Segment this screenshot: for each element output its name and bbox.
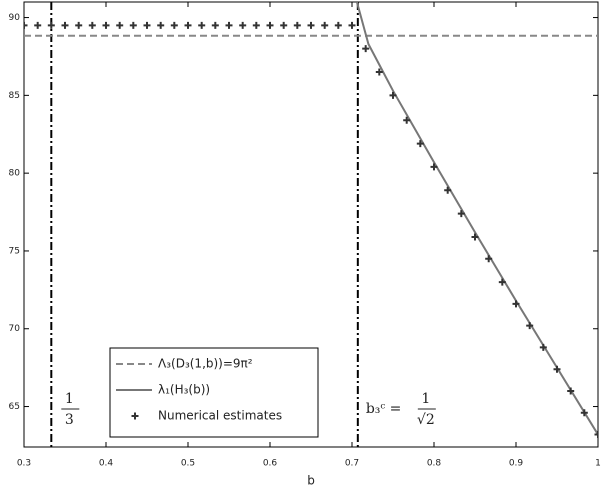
marker — [457, 210, 465, 218]
marker — [211, 21, 219, 29]
marker — [471, 233, 479, 241]
marker — [375, 68, 383, 76]
marker — [389, 91, 397, 99]
legend-box — [109, 347, 319, 438]
marker — [34, 21, 42, 29]
annotation: b₃ᶜ = — [366, 401, 402, 417]
marker — [512, 300, 520, 308]
plot-frame — [23, 1, 599, 448]
annotation: 1 — [65, 391, 74, 407]
y-tick-label: 90 — [9, 13, 21, 23]
x-tick-label: 0.8 — [427, 459, 442, 469]
marker — [24, 21, 28, 29]
marker — [403, 116, 411, 124]
y-tick-label: 65 — [9, 402, 20, 412]
annotation: 3 — [65, 412, 74, 428]
marker — [498, 278, 506, 286]
marker — [102, 21, 110, 29]
x-tick-label: 0.3 — [17, 459, 31, 469]
marker — [143, 21, 151, 29]
x-tick-label: 0.4 — [99, 459, 114, 469]
marker — [252, 21, 260, 29]
series-line — [355, 2, 598, 436]
x-tick-label: 0.7 — [345, 459, 359, 469]
plot-area — [24, 2, 598, 447]
marker — [157, 21, 165, 29]
marker — [198, 21, 206, 29]
marker — [170, 21, 178, 29]
marker — [444, 186, 452, 194]
marker — [184, 21, 192, 29]
marker — [88, 21, 96, 29]
marker — [225, 21, 233, 29]
annotation: √2 — [417, 412, 435, 428]
marker — [239, 21, 247, 29]
marker — [307, 21, 315, 29]
marker — [539, 343, 547, 351]
legend-marker — [131, 412, 139, 420]
marker — [553, 365, 561, 373]
marker — [362, 45, 370, 53]
legend-label: Numerical estimates — [158, 409, 282, 423]
marker — [580, 409, 588, 417]
marker — [116, 21, 124, 29]
marker — [485, 255, 493, 263]
annotation: 1 — [421, 391, 430, 407]
y-tick-label: 85 — [9, 91, 20, 101]
marker — [526, 322, 534, 330]
marker — [567, 387, 575, 395]
x-axis-label: b — [307, 474, 315, 488]
marker — [293, 21, 301, 29]
marker — [594, 431, 598, 439]
y-tick-label: 80 — [9, 169, 21, 179]
marker — [75, 21, 83, 29]
x-tick-label: 1 — [595, 459, 601, 469]
legend-label: Λ₃(D₃(1,b))=9π² — [158, 357, 253, 371]
marker — [321, 21, 329, 29]
marker — [47, 21, 55, 29]
x-tick-label: 0.9 — [509, 459, 524, 469]
marker — [280, 21, 288, 29]
marker — [348, 21, 356, 29]
marker — [266, 21, 274, 29]
x-tick-label: 0.5 — [181, 459, 195, 469]
y-tick-label: 75 — [9, 246, 20, 256]
marker — [416, 140, 424, 148]
x-tick-label: 0.6 — [263, 459, 278, 469]
legend-label: λ₁(H₃(b)) — [158, 383, 210, 397]
marker — [430, 163, 438, 171]
marker — [61, 21, 69, 29]
marker — [334, 21, 342, 29]
y-tick-label: 70 — [9, 324, 21, 334]
marker — [129, 21, 137, 29]
